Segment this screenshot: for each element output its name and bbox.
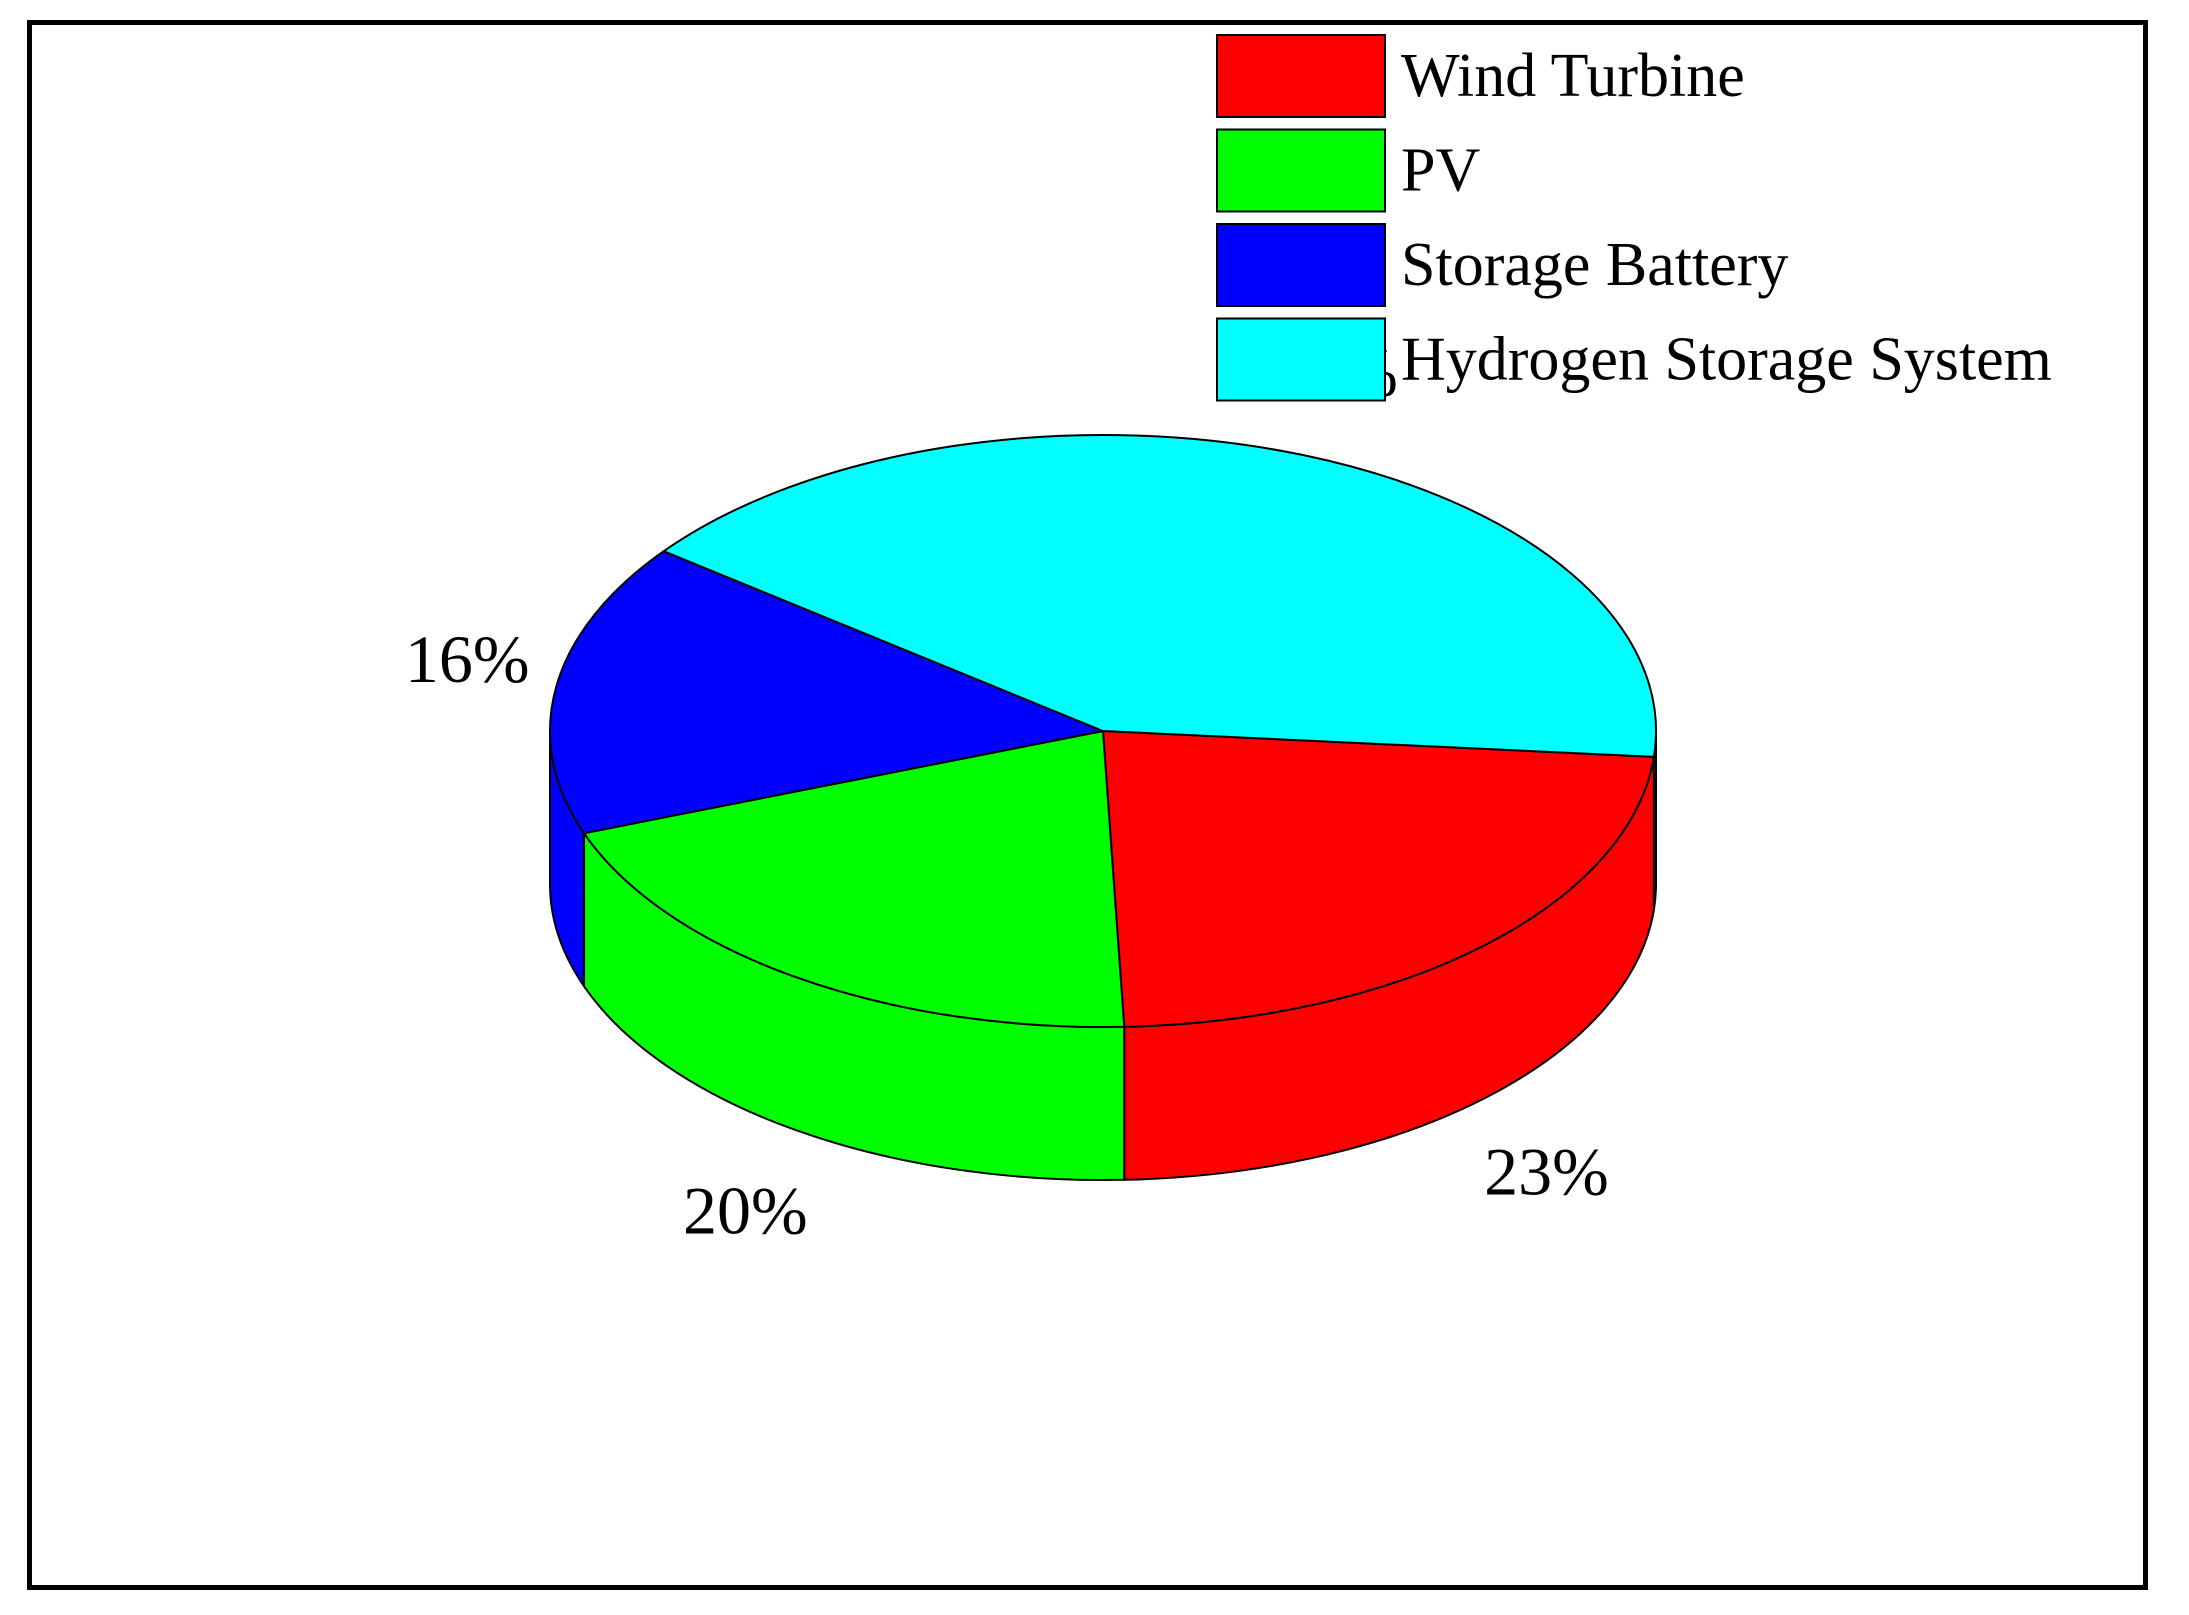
legend-label-storage-battery: Storage Battery xyxy=(1401,231,1788,299)
slice-storage-battery xyxy=(549,550,1107,835)
value-label-storage-battery: 16% xyxy=(405,621,530,697)
pie-tops xyxy=(549,433,1657,1028)
slice-hydrogen-storage-system xyxy=(661,433,1657,758)
legend-swatch-storage-battery xyxy=(1216,223,1386,307)
legend-label-hydrogen-storage-system: Hydrogen Storage System xyxy=(1401,326,2052,394)
slice-pv xyxy=(582,729,1126,1028)
legend-swatch-wind-turbine xyxy=(1216,34,1386,118)
legend-label-wind-turbine: Wind Turbine xyxy=(1401,42,1745,110)
legend-label-pv: PV xyxy=(1401,137,1480,205)
legend: Wind Turbine PV Storage Battery Hydrogen St… xyxy=(1216,34,2052,402)
slice-wind-turbine xyxy=(1101,729,1656,1028)
value-label-pv: 20% xyxy=(683,1173,808,1249)
legend-swatch-pv xyxy=(1216,128,1386,213)
legend-swatch-hydrogen-storage-system xyxy=(1216,317,1386,402)
value-label-wind-turbine: 23% xyxy=(1484,1134,1609,1210)
